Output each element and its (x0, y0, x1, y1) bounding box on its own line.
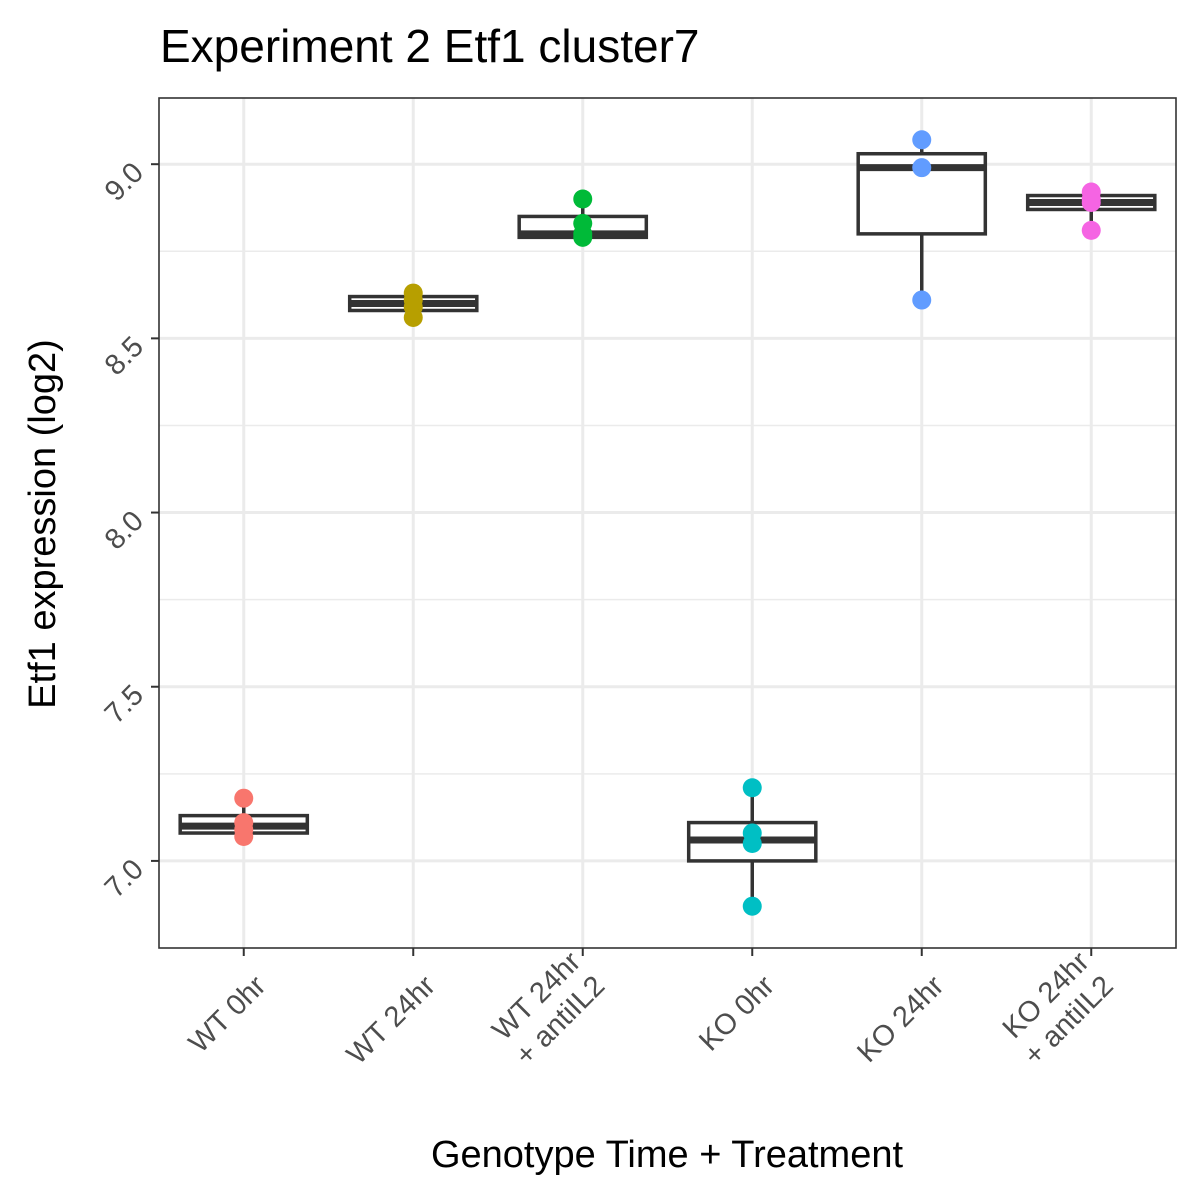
x-tick-label: WT 24hr (341, 970, 442, 1071)
data-point (1081, 193, 1101, 213)
x-axis-title: Genotype Time + Treatment (431, 1134, 904, 1176)
y-tick-label: 7.5 (99, 679, 150, 730)
y-tick-label: 8.5 (99, 331, 150, 382)
data-point (912, 130, 932, 150)
x-axis: WT 0hr WT 24hr WT 24hr+ antiIL2 KO 0hr KO 24… (183, 946, 1120, 1072)
y-tick-label: 8.0 (99, 505, 150, 556)
x-tick-label: KO 24hr+ antiIL2 (994, 946, 1120, 1072)
data-point (912, 158, 932, 178)
y-tick-label: 7.0 (99, 853, 150, 904)
x-tick-label-line: KO 0hr (693, 970, 781, 1058)
grid (159, 98, 1176, 948)
data-point (742, 778, 762, 798)
data-point (573, 189, 593, 209)
x-tick-label: KO 0hr (693, 970, 781, 1058)
data-point (573, 227, 593, 247)
data-point (234, 788, 254, 808)
data-point (912, 290, 932, 310)
y-axis-title: Etf1 expression (log2) (22, 339, 64, 709)
data-point (403, 307, 423, 327)
x-tick-label-line: WT 0hr (183, 970, 273, 1060)
data-points (234, 130, 1101, 916)
panel-border (158, 97, 1177, 949)
data-point (742, 833, 762, 853)
x-tick-label: WT 24hr+ antiIL2 (485, 946, 611, 1072)
data-point (742, 896, 762, 916)
x-tick-label: WT 0hr (183, 970, 273, 1060)
y-axis: 7.0 7.5 8.0 8.5 9.0 (99, 157, 159, 904)
x-tick-label: KO 24hr (851, 970, 950, 1069)
box-plots (178, 139, 1157, 907)
x-tick-label-line: WT 24hr (341, 970, 442, 1071)
y-tick-label: 9.0 (99, 157, 150, 208)
data-point (234, 827, 254, 847)
data-point (1081, 220, 1101, 240)
box-5 (856, 139, 988, 301)
x-tick-label-line: KO 24hr (851, 970, 950, 1069)
chart-title: Experiment 2 Etf1 cluster7 (160, 20, 699, 72)
